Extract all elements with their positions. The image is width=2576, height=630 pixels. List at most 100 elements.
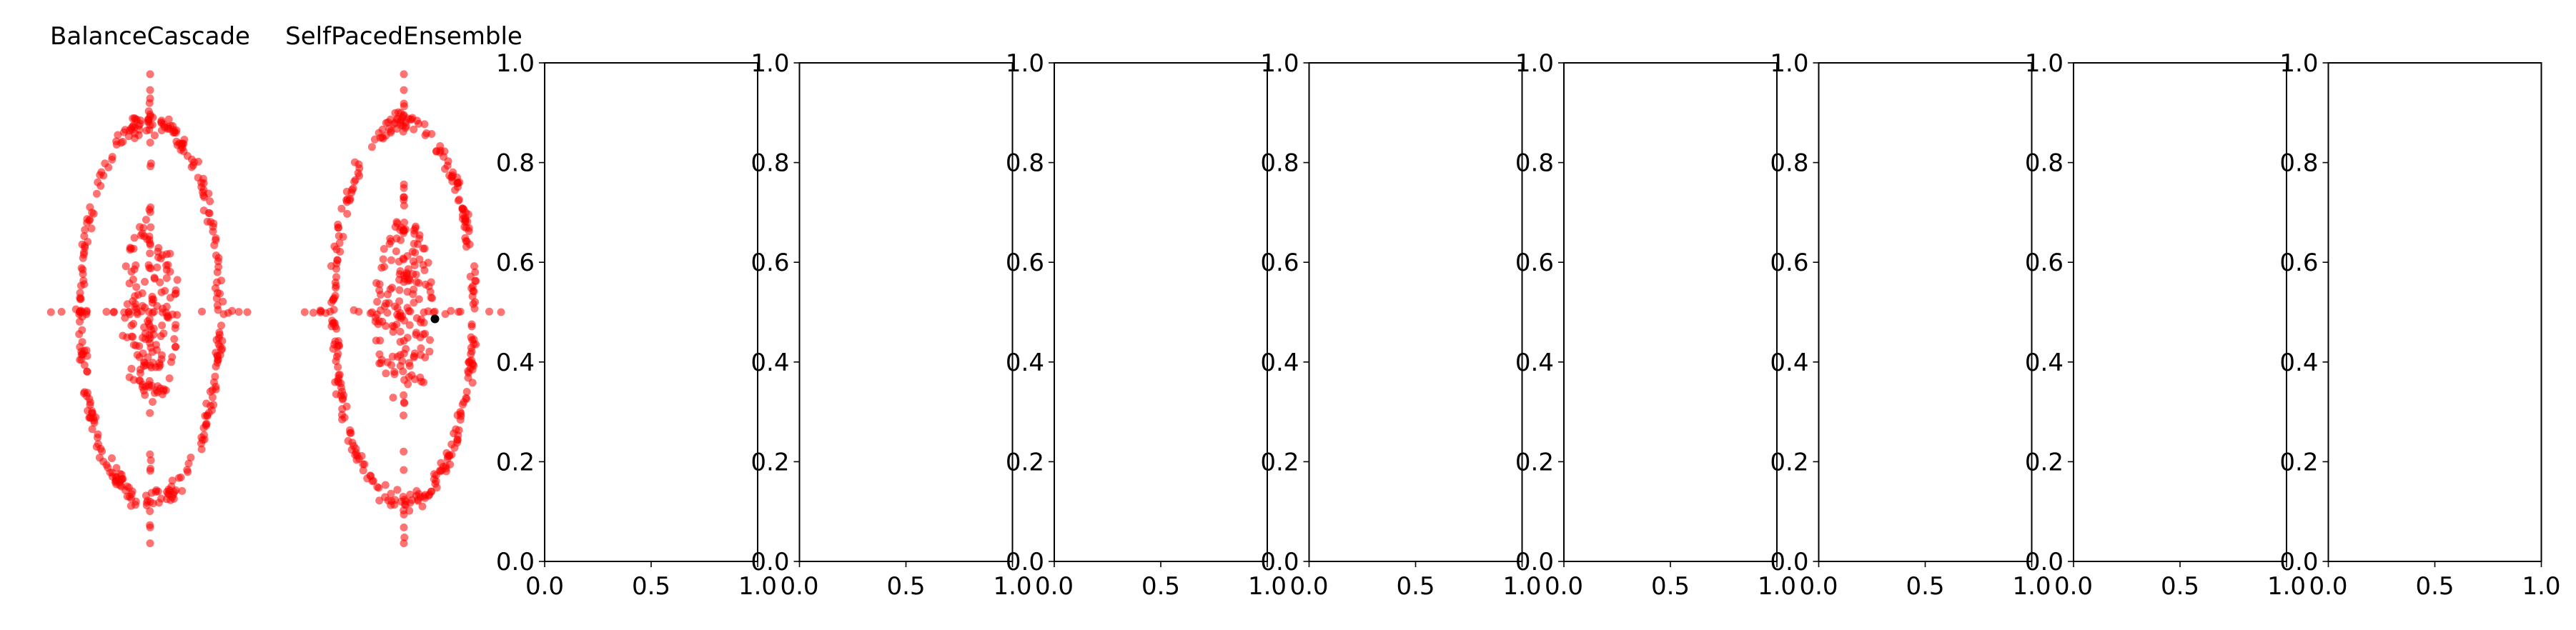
scatter-point bbox=[57, 308, 66, 316]
x-tick-label: 0.5 bbox=[1651, 572, 1690, 601]
scatter-point bbox=[400, 102, 408, 111]
x-tick-label: 1.0 bbox=[738, 572, 777, 601]
scatter-point bbox=[336, 247, 345, 256]
scatter-point bbox=[470, 340, 478, 349]
scatter-point bbox=[199, 424, 208, 432]
scatter-point bbox=[445, 451, 454, 460]
scatter-point bbox=[75, 308, 84, 316]
scatter-point bbox=[427, 487, 435, 496]
x-tick-label: 0.0 bbox=[1545, 572, 1583, 601]
y-tick-label: 0.0 bbox=[1006, 548, 1044, 576]
scatter-point bbox=[83, 215, 91, 224]
scatter-point bbox=[125, 279, 134, 288]
scatter-point bbox=[343, 209, 352, 218]
scatter-point bbox=[206, 197, 214, 206]
scatter-point bbox=[219, 297, 227, 306]
y-tick-label: 0.0 bbox=[1770, 548, 1808, 576]
scatter-point bbox=[127, 124, 135, 133]
scatter-point bbox=[450, 444, 459, 452]
x-tick-label: 0.5 bbox=[2161, 572, 2199, 601]
y-tick-label: 1.0 bbox=[1515, 49, 1554, 78]
scatter-point bbox=[400, 510, 408, 519]
scatter-point bbox=[167, 482, 176, 491]
scatter-point bbox=[332, 273, 340, 281]
scatter-point bbox=[467, 322, 476, 331]
scatter-point bbox=[212, 236, 220, 244]
scatter-point bbox=[132, 261, 140, 269]
scatter-point bbox=[78, 240, 86, 249]
scatter-point bbox=[340, 414, 349, 422]
scatter-point bbox=[147, 112, 155, 121]
scatter-point bbox=[387, 501, 395, 509]
scatter-point bbox=[380, 245, 388, 253]
scatter-point bbox=[352, 449, 360, 457]
scatter-point bbox=[157, 119, 166, 128]
scatter-point bbox=[375, 496, 384, 505]
scatter-point bbox=[209, 378, 218, 386]
scatter-point bbox=[415, 255, 424, 264]
scatter-point bbox=[309, 309, 317, 317]
y-tick-label: 0.4 bbox=[1006, 349, 1044, 377]
scatter-point bbox=[86, 401, 94, 409]
x-tick-label: 0.0 bbox=[780, 572, 818, 601]
scatter-point bbox=[194, 174, 202, 182]
y-tick-label: 0.6 bbox=[1006, 249, 1044, 277]
scatter-point bbox=[145, 232, 154, 241]
y-tick-label: 1.0 bbox=[1006, 49, 1044, 78]
scatter-point bbox=[83, 367, 91, 376]
scatter-point bbox=[335, 231, 343, 240]
scatter-point bbox=[145, 264, 154, 272]
scatter-point bbox=[426, 336, 434, 344]
scatter-point bbox=[99, 457, 108, 466]
scatter-point bbox=[355, 164, 364, 173]
scatter-point bbox=[407, 115, 416, 124]
scatter-point bbox=[138, 383, 147, 391]
scatter-point bbox=[399, 225, 407, 234]
scatter-point bbox=[379, 255, 387, 264]
y-tick-label: 0.0 bbox=[1260, 548, 1299, 576]
scatter-point bbox=[216, 289, 224, 298]
scatter-point bbox=[373, 298, 382, 306]
scatter-point bbox=[217, 321, 225, 330]
scatter-point bbox=[355, 454, 363, 463]
x-tick-label: 0.0 bbox=[1289, 572, 1328, 601]
scatter-point bbox=[162, 309, 170, 317]
y-tick-label: 0.0 bbox=[2279, 548, 2318, 576]
scatter-point bbox=[126, 244, 134, 252]
scatter-point bbox=[146, 94, 154, 103]
y-tick-label: 0.4 bbox=[1770, 349, 1808, 377]
scatter-point bbox=[413, 240, 422, 249]
scatter-point bbox=[214, 334, 223, 342]
scatter-point bbox=[342, 196, 351, 204]
scatter-point bbox=[76, 289, 84, 297]
scatter-point bbox=[102, 308, 111, 316]
scatter-point bbox=[86, 203, 94, 211]
scatter-point bbox=[408, 247, 417, 256]
scatter-point bbox=[153, 346, 161, 354]
scatter-point bbox=[243, 308, 252, 316]
scatter-point bbox=[382, 119, 390, 127]
scatter-point bbox=[190, 158, 199, 166]
scatter-point bbox=[146, 539, 154, 548]
scatter-point bbox=[146, 409, 154, 417]
scatter-point bbox=[108, 454, 116, 462]
scatter-point bbox=[442, 464, 450, 473]
scatter-point bbox=[300, 308, 309, 316]
scatter-point bbox=[461, 216, 470, 225]
scatter-point bbox=[382, 299, 390, 308]
scatter-point bbox=[334, 349, 342, 358]
scatter-point bbox=[400, 193, 408, 201]
scatter-point bbox=[146, 339, 154, 347]
scatter-point bbox=[149, 398, 157, 406]
y-tick-label: 0.0 bbox=[750, 548, 789, 576]
scatter-point bbox=[382, 369, 390, 378]
scatter-point bbox=[389, 394, 397, 402]
scatter-point bbox=[127, 364, 136, 373]
scatter-point bbox=[79, 266, 87, 274]
y-tick-label: 1.0 bbox=[750, 49, 789, 78]
scatter-point bbox=[386, 285, 395, 294]
subplot-title-balancecascade: BalanceCascade bbox=[50, 22, 250, 51]
scatter-point bbox=[92, 189, 101, 198]
scatter-point bbox=[329, 344, 337, 353]
scatter-point bbox=[338, 387, 346, 396]
